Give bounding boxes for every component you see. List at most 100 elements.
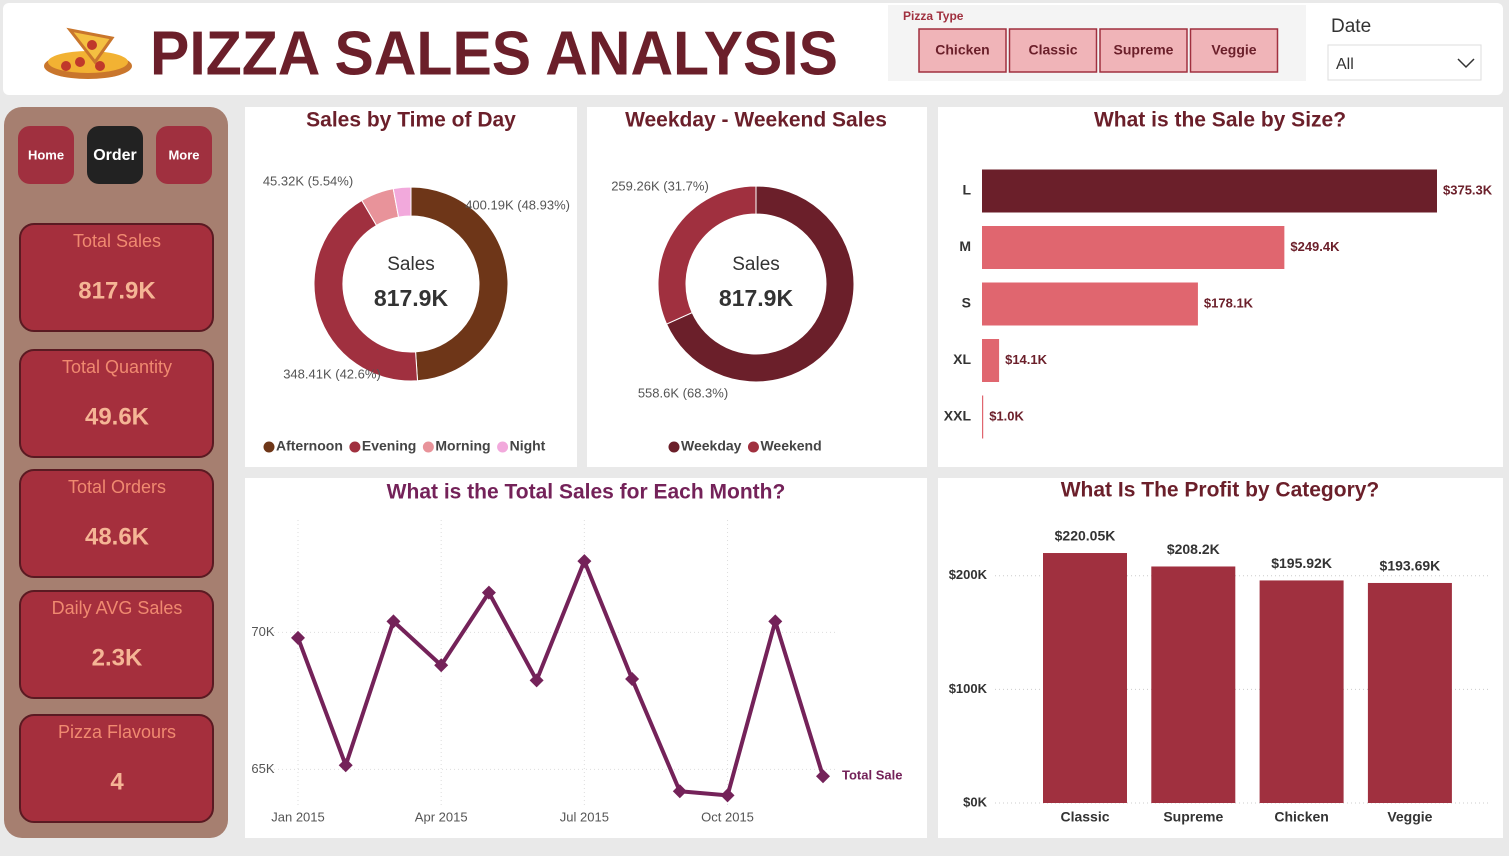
kpi-card: [19, 590, 214, 699]
donut-center-label: Sales: [732, 254, 780, 275]
slicer-label: Pizza Type: [903, 9, 964, 23]
kpi-label: Total Sales: [73, 231, 161, 251]
chart-title: Sales by Time of Day: [306, 109, 516, 132]
point-marker: [386, 614, 401, 629]
chart-title: Weekday - Weekend Sales: [625, 109, 887, 132]
chart-title: What Is The Profit by Category?: [1061, 479, 1380, 502]
page-title: PIZZA SALES ANALYSIS: [150, 19, 838, 88]
x-tick-label: Chicken: [1274, 809, 1328, 825]
kpi-label: Daily AVG Sales: [52, 598, 183, 618]
donut-slice: [392, 186, 412, 218]
date-value[interactable]: All: [1336, 56, 1354, 73]
line: [296, 559, 825, 798]
legend-marker: [263, 441, 275, 453]
legend-marker: [497, 441, 509, 453]
point-marker: [768, 614, 783, 629]
chart-title: What is the Total Sales for Each Month?: [387, 481, 786, 504]
y-tick-label: $100K: [949, 681, 988, 696]
kpi-value: 2.3K: [92, 644, 143, 671]
x-tick-label: Supreme: [1163, 809, 1223, 825]
bar: [982, 395, 984, 439]
data-label: $14.1K: [1005, 352, 1048, 367]
slicer-button-label[interactable]: Classic: [1028, 42, 1077, 58]
legend-marker: [668, 441, 680, 453]
bar: [1367, 582, 1452, 803]
data-label: $375.3K: [1443, 182, 1493, 197]
data-label: $249.4K: [1290, 239, 1340, 254]
y-tick-label: 70K: [251, 624, 274, 639]
x-tick-label: Apr 2015: [415, 809, 468, 824]
data-label: $193.69K: [1380, 558, 1441, 574]
point-marker: [434, 658, 449, 673]
legend-marker: [747, 441, 759, 453]
y-tick-label: L: [962, 182, 971, 198]
data-label: $208.2K: [1167, 541, 1220, 557]
nav-button[interactable]: [18, 126, 74, 184]
nav-button-label[interactable]: Home: [28, 147, 64, 162]
pepperoni: [87, 40, 97, 50]
bar: [1151, 566, 1236, 803]
y-tick-label: XXL: [944, 408, 972, 424]
slicer-button-label[interactable]: Chicken: [935, 42, 989, 58]
point-marker: [816, 769, 830, 784]
y-tick-label: $200K: [949, 567, 988, 582]
y-tick-label: XL: [953, 351, 971, 367]
legend-label: Afternoon: [276, 438, 343, 454]
data-label: $220.05K: [1055, 528, 1116, 544]
nav-button[interactable]: [156, 126, 212, 184]
chart-panel: [245, 478, 927, 838]
dropdown-chevron: [1457, 58, 1475, 69]
nav-button-label[interactable]: Order: [93, 147, 137, 164]
date-dropdown[interactable]: [1327, 44, 1482, 81]
kpi-label: Pizza Flavours: [58, 722, 176, 742]
nav-button-label[interactable]: More: [168, 147, 199, 162]
x-tick-label: Oct 2015: [701, 809, 754, 824]
slicer-button-label[interactable]: Supreme: [1114, 42, 1174, 58]
data-label: 259.26K (31.7%): [611, 178, 709, 193]
point-marker: [720, 788, 735, 803]
slicer-button[interactable]: [1189, 28, 1279, 73]
donut-slice: [410, 186, 509, 382]
kpi-value: 817.9K: [78, 277, 156, 304]
slicer-button[interactable]: [918, 28, 1007, 73]
bar: [982, 282, 1198, 326]
kpi-card: [19, 469, 214, 578]
y-tick-label: $0K: [963, 794, 987, 809]
bar: [982, 339, 1000, 382]
legend-label: Weekday: [681, 438, 742, 454]
donut-slice: [657, 185, 757, 325]
donut-slice: [313, 199, 419, 382]
y-tick-label: S: [962, 295, 971, 311]
chart-title: What is the Sale by Size?: [1094, 109, 1346, 132]
point-marker: [672, 784, 687, 799]
x-tick-label: Jan 2015: [271, 809, 325, 824]
bar: [982, 226, 1285, 269]
pepperoni: [61, 61, 71, 71]
data-label: 400.19K (48.93%): [465, 197, 570, 212]
kpi-card: [19, 349, 214, 458]
legend-label: Evening: [362, 438, 416, 454]
kpi-card: [19, 714, 214, 823]
nav-button[interactable]: [87, 126, 143, 184]
data-label: 558.6K (68.3%): [638, 385, 728, 400]
legend-marker: [349, 441, 361, 453]
slicer-button[interactable]: [1099, 28, 1188, 73]
pepperoni: [75, 57, 85, 67]
y-tick-label: 65K: [251, 761, 274, 776]
kpi-value: 4: [110, 768, 124, 795]
legend-label: Night: [510, 438, 546, 454]
point-marker: [577, 554, 592, 569]
bar: [1259, 580, 1344, 803]
x-tick-label: Veggie: [1387, 809, 1432, 825]
series-label: Total Sale: [842, 768, 902, 783]
donut-center-value: 817.9K: [374, 285, 449, 311]
point-marker: [481, 585, 496, 600]
slicer-button-label[interactable]: Veggie: [1211, 42, 1256, 58]
slicer-button[interactable]: [1008, 28, 1098, 73]
x-tick-label: Classic: [1060, 809, 1109, 825]
legend-label: Morning: [435, 438, 490, 454]
kpi-label: Total Quantity: [62, 357, 172, 377]
donut-center-value: 817.9K: [719, 285, 794, 311]
